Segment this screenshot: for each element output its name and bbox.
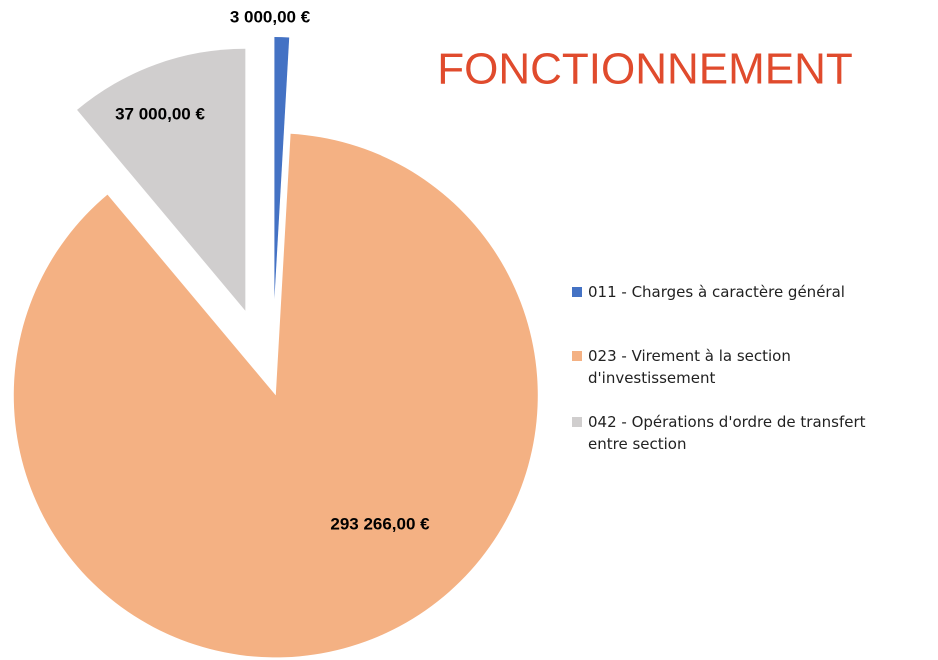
chart-title: FONCTIONNEMENT [437,45,853,94]
pie-slice [274,37,290,300]
legend-item: 042 - Opérations d'ordre de transfert en… [572,411,878,455]
data-label: 293 266,00 € [330,514,430,533]
pie-slice [13,133,538,658]
legend-swatch [572,351,582,361]
legend-item: 023 - Virement à la section d'investisse… [572,345,818,389]
legend-swatch [572,287,582,297]
legend-swatch [572,417,582,427]
legend-label: 042 - Opérations d'ordre de transfert en… [588,413,866,453]
legend-label: 011 - Charges à caractère général [588,283,845,301]
data-label: 37 000,00 € [115,104,205,123]
data-label: 3 000,00 € [230,7,311,26]
legend-item: 011 - Charges à caractère général [572,281,918,303]
legend-label: 023 - Virement à la section d'investisse… [588,347,791,387]
pie-slice [77,48,246,311]
